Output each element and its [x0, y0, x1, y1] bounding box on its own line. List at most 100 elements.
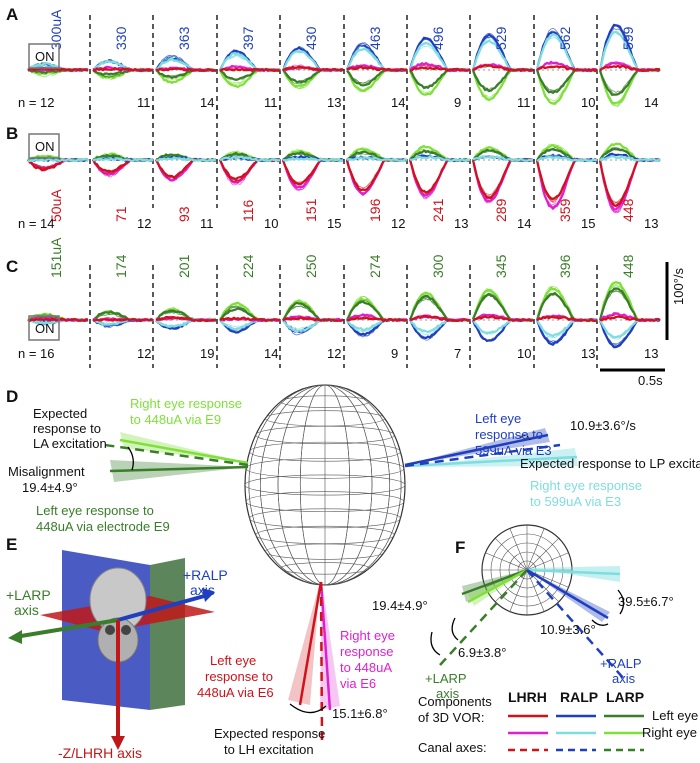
f-right-larp-line [467, 568, 528, 604]
trace-segment: 330 11 [92, 26, 154, 110]
f-larp-angle-1: 19.4±4.9° [372, 598, 428, 613]
f-larp-arc-2 [430, 631, 441, 656]
d-bottom-wedges [288, 581, 340, 741]
trial-count-label: 9 [454, 95, 461, 110]
f-larp-axis-2: axis [436, 686, 460, 701]
f-larp-canal-axis [439, 569, 528, 666]
trial-count-label: 10 [264, 216, 278, 231]
trace-segment: 448 13 [598, 254, 661, 361]
stimulus-current-label: 116 [240, 199, 256, 222]
lp-expected-label: Expected response to LP excitation [520, 456, 700, 471]
trace-segment: 151 15 [281, 149, 344, 231]
n-count-c: n = 16 [18, 346, 55, 361]
globe-f-spoke [509, 528, 528, 571]
response-trace [155, 158, 217, 182]
skull-eye-right [121, 625, 131, 635]
right-e6-label-3: to 448uA [340, 660, 392, 675]
right-eye-e6-wedge [320, 582, 340, 710]
trace-row-c: 151uA 174 12 201 19 224 14 250 12 274 9 300 7 345 10 39… [27, 237, 661, 368]
f-ralp-canal-axis [526, 569, 626, 681]
stimulus-current-label: 151 [303, 198, 319, 222]
trace-segment: 599 14 [598, 23, 661, 110]
response-trace [409, 158, 471, 199]
response-trace [27, 157, 89, 163]
right-e9-label-1: Right eye response [130, 396, 242, 411]
response-trace [598, 67, 661, 96]
trace-segment: 529 11 [471, 26, 534, 110]
response-trace [27, 68, 89, 72]
left-e6-label-3: 448uA via E6 [197, 685, 274, 700]
response-trace [471, 157, 534, 200]
response-trace [282, 49, 344, 72]
left-e6-label-1: Left eye [210, 653, 256, 668]
response-trace [346, 315, 408, 322]
trial-count-label: 14 [644, 95, 658, 110]
f-left-ralp-line [526, 568, 609, 620]
misalignment-arc [127, 446, 134, 471]
sphere-parallel [249, 508, 401, 529]
trace-segment: 224 14 [219, 254, 281, 361]
right-e6-label-1: Right eye [340, 628, 395, 643]
trace-segment: 174 12 [92, 254, 154, 361]
d-left-wedges [104, 432, 249, 482]
left-e3-label-1: Left eye [475, 411, 521, 426]
response-trace [472, 315, 534, 322]
panel-letter-a: A [6, 5, 18, 24]
response-trace [281, 157, 344, 186]
stimulus-current-label: 529 [493, 26, 509, 50]
stimulus-current-label: 71 [113, 206, 129, 222]
trace-segment: 50uA [27, 154, 89, 222]
globe-f-spoke [526, 537, 560, 571]
stimulus-current-label: 300 [430, 254, 446, 278]
trace-segment: 448 13 [598, 142, 661, 231]
trial-count-label: 11 [264, 95, 278, 110]
lh-angle-arc [289, 703, 327, 714]
sphere-parallel [245, 491, 405, 512]
e-ralp-label-1: +RALP [183, 567, 228, 583]
response-trace [282, 157, 343, 162]
trace-segment: 93 11 [155, 153, 217, 231]
stimulus-current-label: 463 [367, 26, 383, 50]
lp-canal-axis [404, 443, 561, 468]
ralp-axis-arrow [117, 593, 209, 622]
response-trace [282, 158, 344, 183]
trial-count-label: 7 [454, 346, 461, 361]
larp-arrowhead [8, 630, 22, 644]
response-trace [282, 317, 344, 322]
on-box-c [28, 315, 60, 341]
sphere-globe [244, 384, 406, 586]
right-eye-e9-line [119, 438, 249, 465]
stimulus-current-label: 562 [557, 26, 573, 50]
trace-segment: 463 14 [346, 26, 408, 110]
trace-segment: 396 13 [535, 254, 598, 361]
n-count-b: n = 14 [18, 216, 55, 231]
sphere-parallel [249, 441, 401, 462]
trace-segment: 289 14 [471, 146, 534, 231]
stimulus-current-label: 274 [367, 254, 383, 278]
stimulus-current-label: 396 [557, 254, 573, 278]
trial-count-label: 13 [644, 346, 658, 361]
e-larp-label-2: axis [14, 602, 39, 618]
trial-count-label: 19 [200, 346, 214, 361]
trial-count-label: 12 [391, 216, 405, 231]
response-trace [346, 67, 408, 87]
stimulus-current-label: 397 [240, 26, 256, 50]
response-trace [536, 65, 598, 72]
green-plane [150, 558, 185, 710]
trial-count-label: 14 [264, 346, 278, 361]
stimulus-current-label: 196 [367, 198, 383, 222]
misalignment-value: 19.4±4.9° [22, 480, 78, 495]
left-eye-e3-line [404, 433, 549, 467]
trace-segment: 430 13 [281, 26, 344, 110]
right-e3-label-2: to 599uA via E3 [530, 494, 621, 509]
trial-count-label: 12 [327, 346, 341, 361]
left-e9-label-1: Left eye response to [36, 503, 154, 518]
f-ralp-angle-1: 39.5±6.7° [618, 594, 674, 609]
globe-f-spoke [526, 552, 569, 571]
response-trace [599, 61, 661, 72]
on-label-c: ON [35, 321, 55, 336]
lh-expected-1: Expected response [214, 726, 325, 741]
stimulus-current-label: 93 [176, 206, 192, 222]
response-trace [599, 315, 661, 321]
trace-segment: 397 11 [219, 26, 281, 110]
